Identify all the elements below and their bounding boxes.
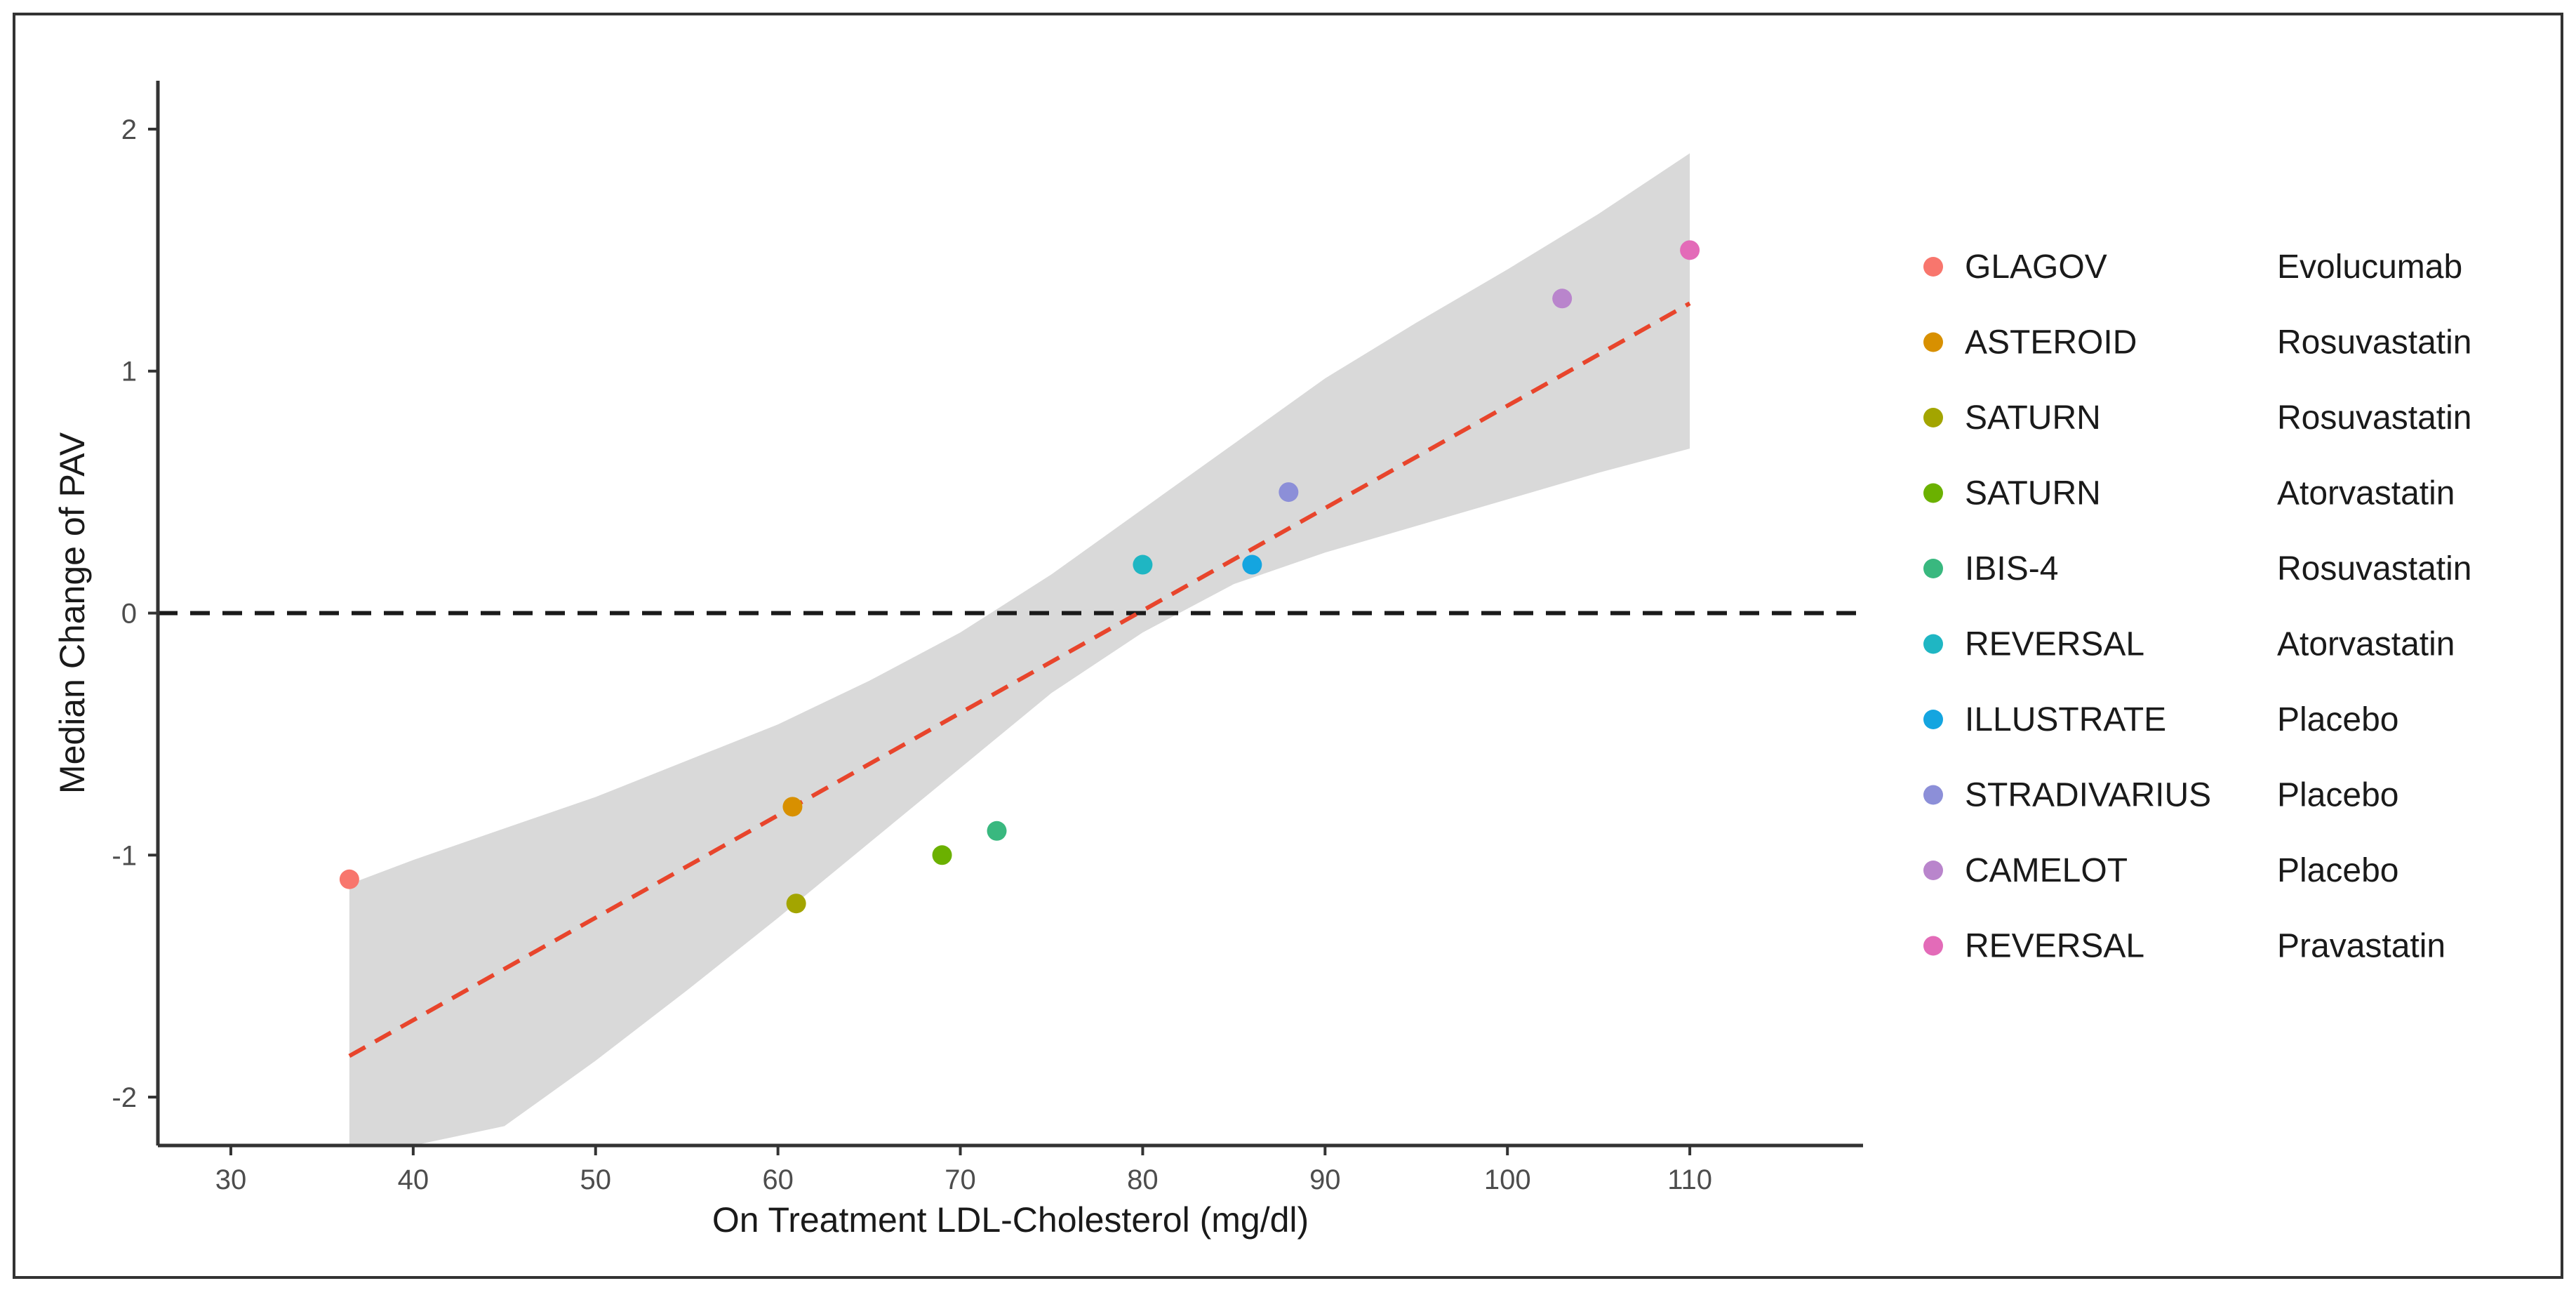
legend-drug-label: Rosuvastatin xyxy=(2277,550,2471,587)
legend-key xyxy=(1923,408,1943,427)
x-tick-label: 40 xyxy=(398,1164,429,1195)
data-point-saturn xyxy=(786,894,806,914)
x-tick-label: 50 xyxy=(580,1164,611,1195)
x-tick-label: 80 xyxy=(1127,1164,1159,1195)
legend-trial-label: SATURN xyxy=(1965,399,2101,437)
legend-drug-label: Evolucumab xyxy=(2277,248,2462,286)
y-tick-label: 1 xyxy=(121,357,137,387)
y-tick-label: 0 xyxy=(121,599,137,630)
legend-trial-label: SATURN xyxy=(1965,475,2101,512)
legend-key xyxy=(1923,710,1943,729)
legend-drug-label: Rosuvastatin xyxy=(2277,399,2471,437)
x-tick-label: 90 xyxy=(1309,1164,1341,1195)
data-point-saturn xyxy=(932,845,952,865)
data-point-stradivarius xyxy=(1279,482,1299,503)
legend-key xyxy=(1923,861,1943,880)
confidence-band xyxy=(349,153,1690,1145)
legend-trial-label: ILLUSTRATE xyxy=(1965,701,2166,738)
legend-trial-label: STRADIVARIUS xyxy=(1965,777,2211,814)
data-point-illustrate xyxy=(1242,554,1262,575)
x-tick-label: 70 xyxy=(945,1164,976,1195)
legend-drug-label: Atorvastatin xyxy=(2277,626,2455,663)
x-tick-label: 30 xyxy=(215,1164,247,1195)
legend-key xyxy=(1923,634,1943,654)
x-tick-label: 60 xyxy=(762,1164,794,1195)
legend-key xyxy=(1923,785,1943,805)
data-point-asteroid xyxy=(782,797,803,817)
y-tick-label: -2 xyxy=(112,1082,137,1113)
legend-drug-label: Pravastatin xyxy=(2277,928,2445,965)
legend-trial-label: GLAGOV xyxy=(1965,248,2107,286)
legend-drug-label: Placebo xyxy=(2277,777,2398,814)
y-tick-label: 2 xyxy=(121,114,137,145)
legend-trial-label: ASTEROID xyxy=(1965,324,2137,361)
legend-drug-label: Rosuvastatin xyxy=(2277,324,2471,361)
x-axis-title: On Treatment LDL-Cholesterol (mg/dl) xyxy=(712,1200,1309,1240)
legend-trial-label: REVERSAL xyxy=(1965,626,2144,663)
legend-trial-label: IBIS-4 xyxy=(1965,550,2058,587)
regression-line xyxy=(348,301,1691,1058)
legend-trial-label: CAMELOT xyxy=(1965,852,2128,889)
data-point-reversal xyxy=(1133,554,1153,575)
y-axis-title: Median Change of PAV xyxy=(53,432,92,794)
legend-trial-label: REVERSAL xyxy=(1965,928,2144,965)
x-tick-label: 110 xyxy=(1667,1164,1712,1195)
data-point-ibis-4 xyxy=(987,821,1007,841)
data-point-camelot xyxy=(1552,288,1573,309)
data-point-reversal xyxy=(1680,240,1700,260)
legend-key xyxy=(1923,257,1943,277)
legend-drug-label: Placebo xyxy=(2277,701,2398,738)
legend-key xyxy=(1923,332,1943,352)
y-tick-label: -1 xyxy=(112,840,137,871)
legend-drug-label: Atorvastatin xyxy=(2277,475,2455,512)
legend-key xyxy=(1923,483,1943,503)
legend-key xyxy=(1923,559,1943,578)
data-point-glagov xyxy=(339,869,359,889)
x-tick-label: 100 xyxy=(1484,1164,1531,1195)
legend-drug-label: Placebo xyxy=(2277,852,2398,889)
legend-key xyxy=(1923,936,1943,956)
